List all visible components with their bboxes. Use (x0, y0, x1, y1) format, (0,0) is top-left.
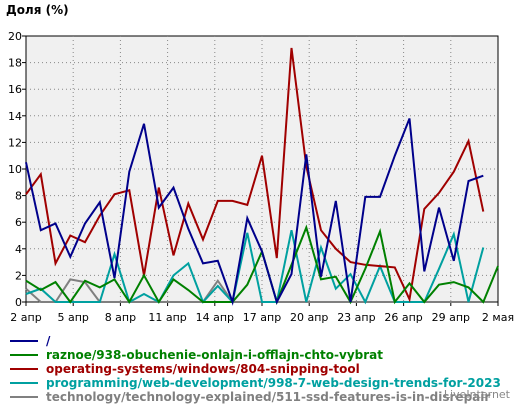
grid (26, 36, 498, 302)
y-tick-label: 8 (15, 190, 22, 203)
x-tick-label: 17 апр (243, 311, 281, 324)
y-tick-label: 6 (15, 216, 22, 229)
series-line (25, 118, 484, 306)
legend-label: raznoe/938-obuchenie-onlajn-i-offlajn-ch… (46, 348, 383, 362)
legend-label: operating-systems/windows/804-snipping-t… (46, 362, 360, 376)
x-tick-label: 5 апр (57, 311, 88, 324)
legend-label: / (46, 334, 51, 348)
watermark: LiveInternet (444, 388, 511, 401)
y-tick-label: 10 (8, 163, 22, 176)
series-lines (25, 47, 499, 306)
x-tick-label: 29 апр (432, 311, 470, 324)
y-tick-label: 18 (8, 57, 22, 70)
y-tick-label: 0 (15, 296, 22, 309)
y-tick-label: 4 (15, 243, 22, 256)
x-tick-label: 20 апр (290, 311, 328, 324)
legend: /raznoe/938-obuchenie-onlajn-i-offlajn-c… (10, 334, 501, 404)
x-tick-label: 2 апр (10, 311, 41, 324)
y-axis-ticks: 0 2 4 6 8 10 12 14 16 18 20 (8, 30, 26, 309)
x-tick-label: 11 апр (148, 311, 186, 324)
y-tick-label: 14 (8, 110, 22, 123)
x-tick-label: 26 апр (384, 311, 422, 324)
x-tick-label: 14 апр (196, 311, 234, 324)
y-tick-label: 20 (8, 30, 22, 43)
x-tick-label: 23 апр (337, 311, 375, 324)
x-axis-ticks: 2 апр 5 апр 8 апр 11 апр 14 апр 17 апр 20 апр 2… (10, 302, 514, 324)
y-tick-label: 12 (8, 136, 22, 149)
y-tick-label: 16 (8, 83, 22, 96)
x-tick-label: 2 мая (482, 311, 514, 324)
x-tick-label: 8 апр (105, 311, 136, 324)
y-tick-label: 2 (15, 269, 22, 282)
legend-label: technology/technology-explained/511-ssd-… (46, 390, 490, 404)
chart-title: Доля (%) (6, 3, 69, 17)
legend-label: programming/web-development/998-7-web-de… (46, 376, 501, 390)
